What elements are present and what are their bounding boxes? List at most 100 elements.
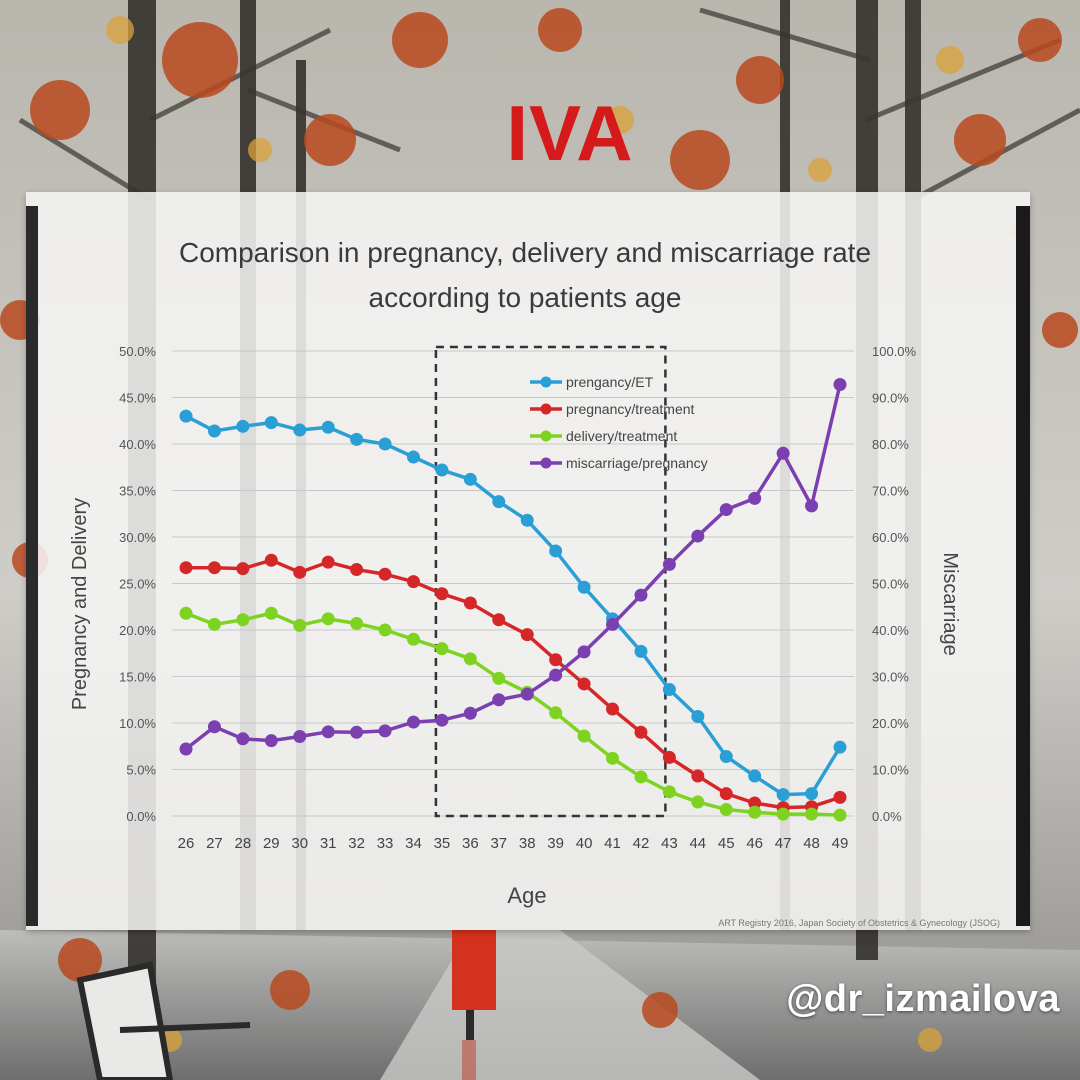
data-point [435, 587, 449, 601]
data-point [264, 553, 278, 567]
x-tick-label: 38 [519, 835, 536, 852]
data-point [634, 770, 648, 784]
x-tick-label: 42 [633, 835, 650, 852]
legend-label: delivery/treatment [566, 428, 677, 444]
data-point [691, 529, 705, 543]
x-tick-label: 41 [604, 835, 621, 852]
data-point [293, 729, 307, 743]
x-tick-label: 36 [462, 835, 479, 852]
author-handle: @dr_izmailova [786, 978, 1060, 1020]
y-tick-label-right: 100.0% [872, 344, 917, 359]
data-point [293, 618, 307, 632]
y-tick-label-right: 10.0% [872, 763, 909, 778]
data-point [179, 409, 193, 423]
x-tick-label: 46 [746, 835, 763, 852]
data-point [264, 606, 278, 620]
data-point [719, 802, 733, 816]
y-tick-label-left: 15.0% [119, 670, 156, 685]
data-point [236, 562, 250, 576]
data-point [207, 561, 221, 575]
x-tick-label: 34 [405, 835, 422, 852]
y-tick-label-left: 0.0% [126, 809, 156, 824]
data-point [492, 613, 506, 627]
series-line [185, 611, 841, 817]
data-point [435, 713, 449, 727]
data-point [463, 472, 477, 486]
data-point [662, 557, 676, 571]
legend-swatch-marker [540, 430, 552, 442]
x-tick-label: 40 [576, 835, 593, 852]
data-point [634, 644, 648, 658]
x-tick-label: 26 [178, 835, 195, 852]
data-point [463, 596, 477, 610]
y-tick-label-right: 70.0% [872, 484, 909, 499]
data-point [179, 561, 193, 575]
data-point [719, 503, 733, 517]
y-tick-label-left: 35.0% [119, 484, 156, 499]
data-point [207, 424, 221, 438]
data-point [577, 645, 591, 659]
y-tick-label-left: 45.0% [119, 391, 156, 406]
data-point [549, 668, 563, 682]
data-point [606, 751, 620, 765]
data-point [350, 725, 364, 739]
data-point [833, 808, 847, 822]
x-tick-label: 28 [235, 835, 252, 852]
woman-in-red-figure [452, 930, 496, 1080]
data-point [321, 555, 335, 569]
y-tick-label-right: 90.0% [872, 391, 909, 406]
data-point [748, 796, 762, 810]
data-point [606, 617, 620, 631]
data-point [805, 499, 819, 513]
data-point [207, 617, 221, 631]
legend-label: miscarriage/pregnancy [566, 455, 708, 471]
y-tick-label-left: 40.0% [119, 437, 156, 452]
chart-subtitle: according to patients age [369, 282, 682, 313]
legend-swatch-marker [540, 457, 552, 469]
data-point [350, 432, 364, 446]
data-point [748, 805, 762, 819]
card-right-edge [1016, 206, 1030, 926]
card-left-edge [26, 206, 38, 926]
legend-swatch-marker [540, 403, 552, 415]
data-point [662, 750, 676, 764]
data-point [406, 575, 420, 589]
data-point [577, 677, 591, 691]
data-point [492, 671, 506, 685]
data-point [719, 787, 733, 801]
data-point [606, 702, 620, 716]
data-point [662, 683, 676, 697]
data-point [378, 724, 392, 738]
x-tick-label: 39 [547, 835, 564, 852]
data-point [577, 580, 591, 594]
data-point [748, 769, 762, 783]
data-point [236, 613, 250, 627]
y-tick-label-right: 30.0% [872, 670, 909, 685]
data-point [520, 513, 534, 527]
data-point [520, 687, 534, 701]
legend-item: miscarriage/pregnancy [530, 455, 708, 471]
data-point [264, 416, 278, 430]
legend: prengancy/ET pregnancy/treatment delivery/… [530, 374, 708, 471]
x-axis-label: Age [507, 883, 546, 908]
data-point [492, 693, 506, 707]
data-point [207, 720, 221, 734]
x-tick-label: 45 [718, 835, 735, 852]
legend-item: delivery/treatment [530, 428, 677, 444]
data-point [406, 715, 420, 729]
x-tick-label: 31 [320, 835, 337, 852]
y-tick-label-right: 80.0% [872, 437, 909, 452]
series-delivery-treatment [179, 606, 847, 822]
y-tick-label-right: 20.0% [872, 716, 909, 731]
data-point [378, 437, 392, 451]
data-point [691, 769, 705, 783]
series-miscarriage-pregnancy [179, 377, 847, 756]
source-note: ART Registry 2016, Japan Society of Obst… [718, 918, 1000, 928]
brand-title: IVA [506, 89, 634, 177]
data-point [179, 606, 193, 620]
y-tick-label-right: 60.0% [872, 530, 909, 545]
x-axis-ticks: 26 27 28 29 30 31 32 33 34 35 36 37 38 39 40 41 42 43 44 45… [178, 835, 849, 852]
legend-label: pregnancy/treatment [566, 401, 695, 417]
data-point [549, 544, 563, 558]
